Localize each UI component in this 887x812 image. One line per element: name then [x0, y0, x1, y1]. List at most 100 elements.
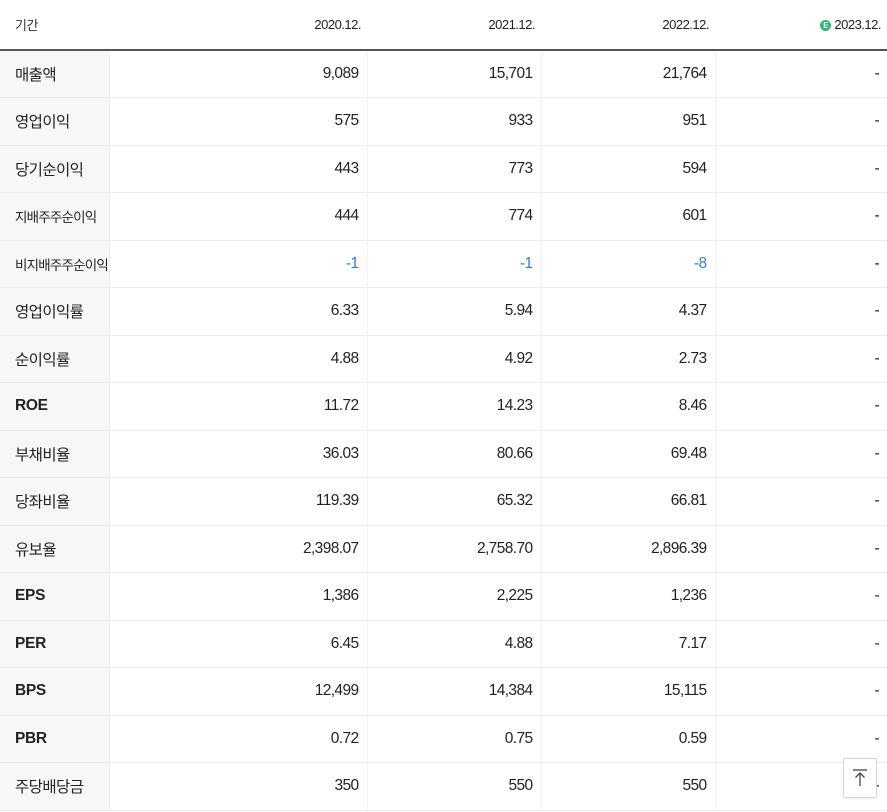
- value-cell: 21,764: [541, 50, 716, 98]
- table-row: EPS 1,386 2,225 1,236-: [0, 572, 887, 621]
- value-cell: -: [715, 477, 887, 526]
- value-cell: 1,236: [541, 572, 716, 621]
- value-cell: 11.72: [109, 382, 368, 431]
- value-cell: 66.81: [541, 477, 716, 526]
- row-label: 지배주주순이익: [0, 192, 110, 241]
- year-header: 2022.12.: [541, 0, 715, 51]
- row-label: 순이익률: [0, 335, 110, 383]
- row-label: 매출액: [0, 50, 110, 98]
- value-cell: 36.03: [109, 429, 368, 478]
- value-cell: 951: [541, 97, 716, 146]
- value-cell: -: [715, 335, 887, 383]
- header-row: 기간 2020.12. 2021.12. 2022.12. E 2023.12.: [0, 0, 887, 51]
- value-cell: 14.23: [367, 382, 542, 431]
- table-row: 당좌비율 119.39 65.32 66.81-: [0, 477, 887, 526]
- row-label: 영업이익: [0, 97, 110, 146]
- row-label: BPS: [0, 667, 110, 716]
- value-cell: 594: [541, 145, 716, 193]
- value-cell: 550: [541, 762, 716, 811]
- row-label: 영업이익률: [0, 287, 110, 336]
- value-cell: 4.88: [367, 620, 542, 668]
- year-header: 2020.12.: [109, 0, 367, 51]
- value-cell: 2,758.70: [367, 525, 542, 573]
- year-header-estimate: E 2023.12.: [715, 0, 887, 51]
- value-cell: 4.88: [109, 335, 368, 383]
- value-cell: -: [715, 715, 887, 763]
- table-row: PER 6.45 4.88 7.17-: [0, 620, 887, 668]
- value-cell: 350: [109, 762, 368, 811]
- table-row: 영업이익 575 933 951-: [0, 97, 887, 146]
- value-cell: -: [715, 620, 887, 668]
- value-cell: 15,115: [541, 667, 716, 716]
- value-cell: -8: [541, 240, 716, 288]
- value-cell: 6.33: [109, 287, 368, 336]
- row-label: 주당배당금: [0, 762, 110, 811]
- value-cell: 69.48: [541, 429, 716, 478]
- row-label: 비지배주주순이익: [0, 240, 110, 288]
- year-header-label: 2023.12.: [834, 17, 881, 32]
- value-cell: -: [715, 287, 887, 336]
- value-cell: -1: [109, 240, 368, 288]
- value-cell: 0.72: [109, 715, 368, 763]
- value-cell: -: [715, 240, 887, 288]
- value-cell: 2.73: [541, 335, 716, 383]
- value-cell: -: [715, 525, 887, 573]
- value-cell: 80.66: [367, 429, 542, 478]
- row-label: 유보율: [0, 525, 110, 573]
- value-cell: 6.45: [109, 620, 368, 668]
- estimate-badge-icon: E: [820, 20, 832, 31]
- value-cell: 933: [367, 97, 542, 146]
- value-cell: 65.32: [367, 477, 542, 526]
- value-cell: -: [715, 429, 887, 478]
- value-cell: 1,386: [109, 572, 368, 621]
- value-cell: 773: [367, 145, 542, 193]
- value-cell: -1: [367, 240, 542, 288]
- row-label: EPS: [0, 572, 110, 621]
- row-label: ROE: [0, 382, 110, 431]
- value-cell: -: [715, 192, 887, 241]
- value-cell: -: [715, 145, 887, 193]
- year-header: 2021.12.: [367, 0, 541, 51]
- value-cell: 119.39: [109, 477, 368, 526]
- row-label: PER: [0, 620, 110, 668]
- table-row: 영업이익률 6.33 5.94 4.37-: [0, 287, 887, 336]
- value-cell: -: [715, 382, 887, 431]
- value-cell: 550: [367, 762, 542, 811]
- table-row: 부채비율 36.03 80.66 69.48-: [0, 429, 887, 478]
- table-row: ROE 11.72 14.23 8.46-: [0, 382, 887, 431]
- value-cell: 12,499: [109, 667, 368, 716]
- value-cell: 2,225: [367, 572, 542, 621]
- scroll-to-top-button[interactable]: [843, 758, 877, 798]
- value-cell: 4.92: [367, 335, 542, 383]
- value-cell: 4.37: [541, 287, 716, 336]
- value-cell: 774: [367, 192, 542, 241]
- table-row: 매출액 9,089 15,701 21,764-: [0, 50, 887, 98]
- value-cell: 2,398.07: [109, 525, 368, 573]
- table-row: PBR 0.72 0.75 0.59-: [0, 715, 887, 763]
- value-cell: -: [715, 572, 887, 621]
- arrow-up-to-line-icon: [853, 769, 867, 786]
- period-header: 기간: [0, 0, 109, 51]
- row-label: PBR: [0, 715, 110, 763]
- row-label: 부채비율: [0, 429, 110, 478]
- table-row: 유보율 2,398.07 2,758.70 2,896.39-: [0, 525, 887, 573]
- value-cell: 601: [541, 192, 716, 241]
- value-cell: 0.59: [541, 715, 716, 763]
- value-cell: 8.46: [541, 382, 716, 431]
- table-row: 비지배주주순이익 -1 -1 -8-: [0, 240, 887, 288]
- value-cell: 0.75: [367, 715, 542, 763]
- table-row: 지배주주순이익 444 774 601-: [0, 192, 887, 241]
- value-cell: 9,089: [109, 50, 368, 98]
- value-cell: 443: [109, 145, 368, 193]
- value-cell: -: [715, 667, 887, 716]
- value-cell: 15,701: [367, 50, 542, 98]
- value-cell: 2,896.39: [541, 525, 716, 573]
- value-cell: 14,384: [367, 667, 542, 716]
- row-label: 당기순이익: [0, 145, 110, 193]
- table-row: BPS 12,499 14,384 15,115-: [0, 667, 887, 716]
- table-row: 순이익률 4.88 4.92 2.73-: [0, 335, 887, 383]
- table-row: 당기순이익 443 773 594-: [0, 145, 887, 193]
